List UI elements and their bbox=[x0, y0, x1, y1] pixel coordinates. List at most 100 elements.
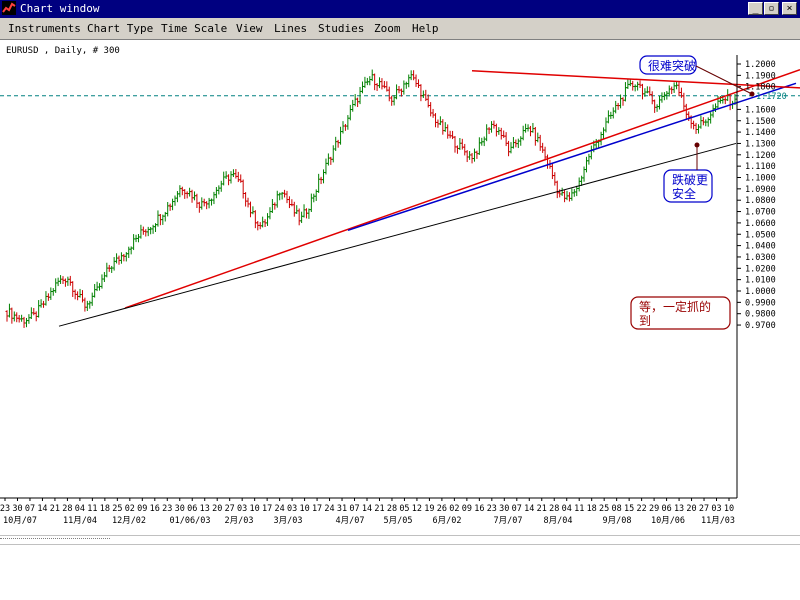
x-tick-label: 28 bbox=[62, 504, 72, 514]
y-tick-label: 1.0100 bbox=[745, 276, 776, 286]
break-safer-text: 安全 bbox=[672, 186, 696, 201]
x-month-label: 11月/03 bbox=[701, 516, 735, 526]
y-tick-label: 1.1300 bbox=[745, 139, 776, 149]
x-month-label: 3月/03 bbox=[274, 516, 303, 526]
x-month-label: 8月/04 bbox=[544, 516, 573, 526]
y-tick-label: 1.1000 bbox=[745, 174, 776, 184]
x-tick-label: 16 bbox=[150, 504, 160, 514]
y-tick-label: 1.1100 bbox=[745, 162, 776, 172]
menu-help[interactable]: Help bbox=[412, 22, 439, 35]
x-tick-label: 10 bbox=[724, 504, 734, 514]
x-tick-label: 20 bbox=[212, 504, 222, 514]
bottom-scroll-strip[interactable] bbox=[0, 535, 800, 545]
menu-zoom[interactable]: Zoom bbox=[374, 22, 401, 35]
chart-header: EURUSD , Daily, # 300 bbox=[6, 46, 120, 56]
x-tick-label: 05 bbox=[399, 504, 409, 514]
x-tick-label: 19 bbox=[424, 504, 434, 514]
menu-chart-type[interactable]: Chart Type bbox=[87, 22, 154, 35]
y-tick-label: 1.1800 bbox=[745, 83, 776, 93]
x-tick-label: 02 bbox=[449, 504, 459, 514]
x-tick-label: 07 bbox=[512, 504, 522, 514]
x-tick-label: 03 bbox=[287, 504, 297, 514]
y-tick-label: 1.0300 bbox=[745, 253, 776, 263]
y-tick-label: 1.0800 bbox=[745, 196, 776, 206]
x-tick-label: 15 bbox=[624, 504, 634, 514]
x-tick-label: 04 bbox=[75, 504, 85, 514]
minimize-button[interactable]: _ bbox=[748, 2, 763, 15]
hard-to-break-callout bbox=[639, 55, 697, 75]
x-tick-label: 17 bbox=[312, 504, 322, 514]
y-tick-label: 1.1500 bbox=[745, 117, 776, 127]
x-tick-label: 25 bbox=[599, 504, 609, 514]
x-tick-label: 14 bbox=[37, 504, 47, 514]
x-month-label: 9月/08 bbox=[603, 516, 632, 526]
x-tick-label: 23 bbox=[487, 504, 497, 514]
x-tick-label: 23 bbox=[162, 504, 172, 514]
y-tick-label: 1.0000 bbox=[745, 287, 776, 297]
y-tick-label: 1.0700 bbox=[745, 208, 776, 218]
x-month-label: 10月/06 bbox=[651, 516, 685, 526]
y-tick-label: 1.1900 bbox=[745, 71, 776, 81]
x-tick-label: 09 bbox=[462, 504, 472, 514]
y-tick-label: 1.0400 bbox=[745, 242, 776, 252]
x-month-label: 11月/04 bbox=[63, 516, 97, 526]
x-tick-label: 18 bbox=[587, 504, 597, 514]
x-tick-label: 28 bbox=[387, 504, 397, 514]
x-tick-label: 27 bbox=[699, 504, 709, 514]
menu-lines[interactable]: Lines bbox=[274, 22, 308, 35]
x-month-label: 2月/03 bbox=[225, 516, 254, 526]
menu-view[interactable]: View bbox=[236, 22, 263, 35]
x-tick-label: 13 bbox=[674, 504, 684, 514]
y-tick-label: 1.1400 bbox=[745, 128, 776, 138]
close-button[interactable]: × bbox=[782, 2, 797, 15]
x-month-label: 6月/02 bbox=[433, 516, 462, 526]
x-tick-label: 28 bbox=[549, 504, 559, 514]
wait-text: 等，一定抓的 bbox=[639, 299, 711, 314]
x-tick-label: 11 bbox=[574, 504, 584, 514]
hard-to-break-text: 很难突破 bbox=[648, 58, 696, 73]
x-tick-label: 18 bbox=[100, 504, 110, 514]
x-tick-label: 04 bbox=[562, 504, 572, 514]
y-tick-label: 0.9800 bbox=[745, 310, 776, 320]
y-tick-label: 1.0500 bbox=[745, 230, 776, 240]
red-support-trendline bbox=[124, 68, 800, 309]
x-tick-label: 22 bbox=[636, 504, 646, 514]
menu-instruments[interactable]: Instruments bbox=[8, 22, 81, 35]
menu-studies[interactable]: Studies bbox=[318, 22, 365, 35]
x-tick-label: 24 bbox=[274, 504, 284, 514]
title-bar: Chart window _ ▫ × bbox=[0, 0, 800, 18]
restore-button[interactable]: ▫ bbox=[764, 2, 779, 15]
x-tick-label: 03 bbox=[711, 504, 721, 514]
x-tick-label: 10 bbox=[250, 504, 260, 514]
x-month-label: 5月/05 bbox=[384, 516, 413, 526]
x-month-label: 10月/07 bbox=[3, 516, 37, 526]
black-support-trendline bbox=[58, 142, 737, 327]
wait-callout bbox=[630, 296, 731, 330]
x-tick-label: 02 bbox=[125, 504, 135, 514]
x-tick-label: 21 bbox=[50, 504, 60, 514]
chart-area[interactable]: EURUSD , Daily, # 300 1.2000 1.1900 1.1800 1… bbox=[0, 40, 800, 535]
hard-to-break-pointer bbox=[695, 65, 753, 95]
menu-time-scale[interactable]: Time Scale bbox=[161, 22, 228, 35]
scroll-indicator bbox=[0, 538, 110, 543]
x-tick-label: 23 bbox=[0, 504, 10, 514]
y-tick-label: 1.2000 bbox=[745, 60, 776, 70]
window-title: Chart window bbox=[20, 2, 100, 15]
x-tick-label: 16 bbox=[474, 504, 484, 514]
wait-text: 到 bbox=[639, 314, 651, 328]
x-tick-label: 25 bbox=[112, 504, 122, 514]
x-tick-label: 08 bbox=[612, 504, 622, 514]
red-resistance-trendline bbox=[471, 70, 800, 89]
x-tick-label: 26 bbox=[437, 504, 447, 514]
y-tick-label: 1.0200 bbox=[745, 264, 776, 274]
x-month-label: 12月/02 bbox=[112, 516, 146, 526]
x-tick-label: 30 bbox=[12, 504, 22, 514]
menu-bar: Instruments Chart Type Time Scale View L… bbox=[0, 18, 800, 40]
x-tick-label: 06 bbox=[661, 504, 671, 514]
y-tick-label: 0.9700 bbox=[745, 321, 776, 331]
x-tick-label: 13 bbox=[200, 504, 210, 514]
y-tick-label: 1.0900 bbox=[745, 185, 776, 195]
y-tick-label: 1.0600 bbox=[745, 219, 776, 229]
x-tick-label: 31 bbox=[337, 504, 347, 514]
